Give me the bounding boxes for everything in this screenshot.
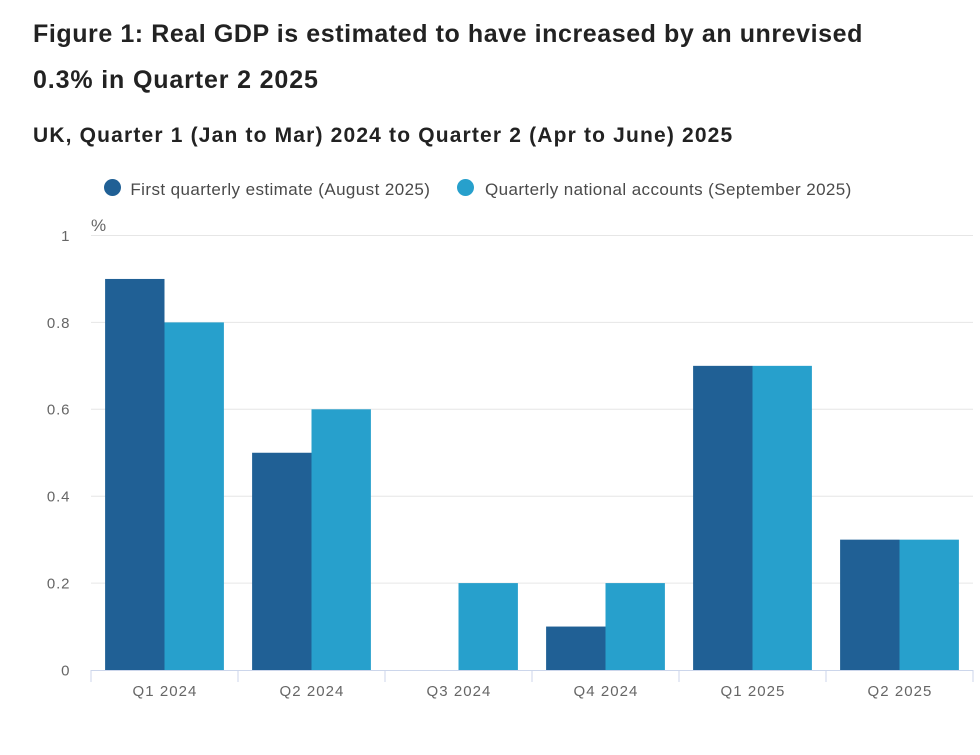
svg-text:0.8: 0.8 [47, 315, 70, 332]
svg-text:0.6: 0.6 [47, 402, 70, 419]
svg-text:Q3 2024: Q3 2024 [427, 683, 492, 700]
svg-text:Q1 2025: Q1 2025 [721, 683, 786, 700]
svg-text:Q4 2024: Q4 2024 [574, 683, 639, 700]
svg-text:0.4: 0.4 [47, 489, 70, 506]
svg-text:Q2 2025: Q2 2025 [868, 683, 933, 700]
svg-text:1: 1 [61, 228, 70, 245]
svg-text:Q1 2024: Q1 2024 [133, 683, 198, 700]
svg-text:0: 0 [61, 662, 70, 679]
svg-text:Q2 2024: Q2 2024 [280, 683, 345, 700]
svg-text:%: % [91, 216, 106, 235]
svg-text:0.2: 0.2 [47, 576, 70, 593]
